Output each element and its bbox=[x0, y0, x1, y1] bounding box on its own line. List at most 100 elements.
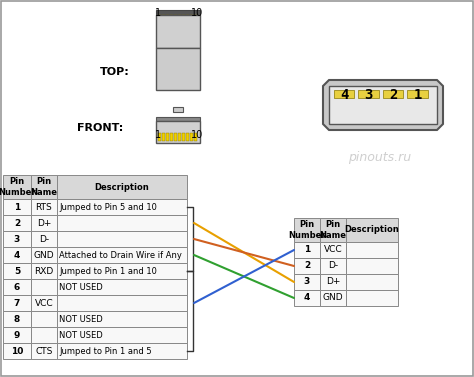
Bar bbox=[57, 215, 187, 231]
Bar bbox=[320, 274, 346, 290]
Bar bbox=[346, 290, 398, 306]
Text: 1: 1 bbox=[155, 130, 161, 140]
Bar bbox=[358, 90, 379, 98]
Bar bbox=[57, 247, 187, 263]
Text: Pin
Number: Pin Number bbox=[288, 220, 326, 240]
Bar bbox=[186, 15, 189, 23]
Bar bbox=[170, 15, 173, 23]
Bar bbox=[57, 263, 187, 279]
Text: 3: 3 bbox=[365, 88, 373, 102]
Bar bbox=[346, 242, 398, 258]
Bar bbox=[294, 274, 320, 290]
Text: D+: D+ bbox=[326, 277, 340, 287]
Bar bbox=[57, 231, 187, 247]
Bar bbox=[57, 311, 187, 327]
Text: Description: Description bbox=[95, 182, 149, 192]
Text: 1: 1 bbox=[155, 8, 161, 18]
Text: Pin
Name: Pin Name bbox=[319, 220, 346, 240]
Bar bbox=[57, 279, 187, 295]
Text: Pin
Number: Pin Number bbox=[0, 177, 36, 197]
Bar bbox=[3, 311, 31, 327]
Text: NOT USED: NOT USED bbox=[59, 331, 103, 340]
Text: GND: GND bbox=[34, 250, 55, 259]
Bar bbox=[57, 327, 187, 343]
Bar bbox=[31, 215, 57, 231]
Text: 8: 8 bbox=[14, 314, 20, 323]
Bar bbox=[3, 199, 31, 215]
Bar bbox=[320, 258, 346, 274]
Bar bbox=[57, 199, 187, 215]
Bar bbox=[57, 175, 187, 199]
Text: Pin
Name: Pin Name bbox=[30, 177, 57, 197]
Text: NOT USED: NOT USED bbox=[59, 314, 103, 323]
Bar bbox=[408, 90, 428, 98]
Bar bbox=[294, 290, 320, 306]
Bar bbox=[158, 15, 161, 23]
Bar bbox=[3, 263, 31, 279]
Bar bbox=[162, 133, 165, 141]
Bar bbox=[3, 279, 31, 295]
Bar bbox=[3, 343, 31, 359]
Bar bbox=[31, 199, 57, 215]
Bar bbox=[31, 175, 57, 199]
Text: 6: 6 bbox=[14, 282, 20, 291]
Bar bbox=[320, 218, 346, 242]
Bar bbox=[334, 90, 355, 98]
Text: 4: 4 bbox=[14, 250, 20, 259]
Bar bbox=[294, 242, 320, 258]
Text: 5: 5 bbox=[14, 267, 20, 276]
Bar bbox=[31, 279, 57, 295]
Text: D+: D+ bbox=[37, 219, 51, 227]
Text: RXD: RXD bbox=[35, 267, 54, 276]
Bar bbox=[294, 218, 320, 242]
Text: NOT USED: NOT USED bbox=[59, 282, 103, 291]
Bar bbox=[3, 247, 31, 263]
Bar bbox=[3, 175, 31, 199]
Bar bbox=[31, 231, 57, 247]
Bar bbox=[31, 327, 57, 343]
Bar bbox=[182, 15, 185, 23]
Bar bbox=[190, 133, 193, 141]
Text: RTS: RTS bbox=[36, 202, 52, 211]
Bar bbox=[156, 121, 200, 143]
Text: 7: 7 bbox=[14, 299, 20, 308]
Bar bbox=[158, 133, 161, 141]
Bar bbox=[156, 48, 200, 90]
Text: 1: 1 bbox=[413, 88, 422, 102]
Bar bbox=[346, 218, 398, 242]
Bar bbox=[170, 133, 173, 141]
Text: 2: 2 bbox=[304, 262, 310, 271]
Text: Attached to Drain Wire if Any: Attached to Drain Wire if Any bbox=[59, 250, 182, 259]
Bar bbox=[31, 311, 57, 327]
Bar bbox=[162, 15, 165, 23]
Text: 1: 1 bbox=[14, 202, 20, 211]
Bar bbox=[174, 15, 177, 23]
Text: 10: 10 bbox=[11, 346, 23, 356]
Bar bbox=[178, 15, 181, 23]
Bar bbox=[329, 86, 437, 124]
Text: 2: 2 bbox=[14, 219, 20, 227]
Bar bbox=[173, 107, 183, 112]
Bar bbox=[174, 133, 177, 141]
Text: 3: 3 bbox=[304, 277, 310, 287]
Bar bbox=[194, 133, 197, 141]
Text: Jumped to Pin 5 and 10: Jumped to Pin 5 and 10 bbox=[59, 202, 157, 211]
Bar bbox=[194, 15, 197, 23]
Bar bbox=[182, 133, 185, 141]
Bar bbox=[383, 90, 403, 98]
Polygon shape bbox=[323, 80, 443, 130]
Bar bbox=[320, 242, 346, 258]
Text: 3: 3 bbox=[14, 234, 20, 244]
Bar bbox=[178, 133, 181, 141]
Text: 4: 4 bbox=[304, 294, 310, 302]
Bar bbox=[156, 15, 200, 48]
Bar bbox=[57, 295, 187, 311]
Text: TOP:: TOP: bbox=[100, 67, 130, 77]
Bar bbox=[57, 343, 187, 359]
Text: Description: Description bbox=[345, 225, 400, 234]
Bar bbox=[166, 133, 169, 141]
Text: D-: D- bbox=[39, 234, 49, 244]
Bar bbox=[3, 231, 31, 247]
Bar bbox=[156, 10, 200, 15]
Bar bbox=[31, 295, 57, 311]
